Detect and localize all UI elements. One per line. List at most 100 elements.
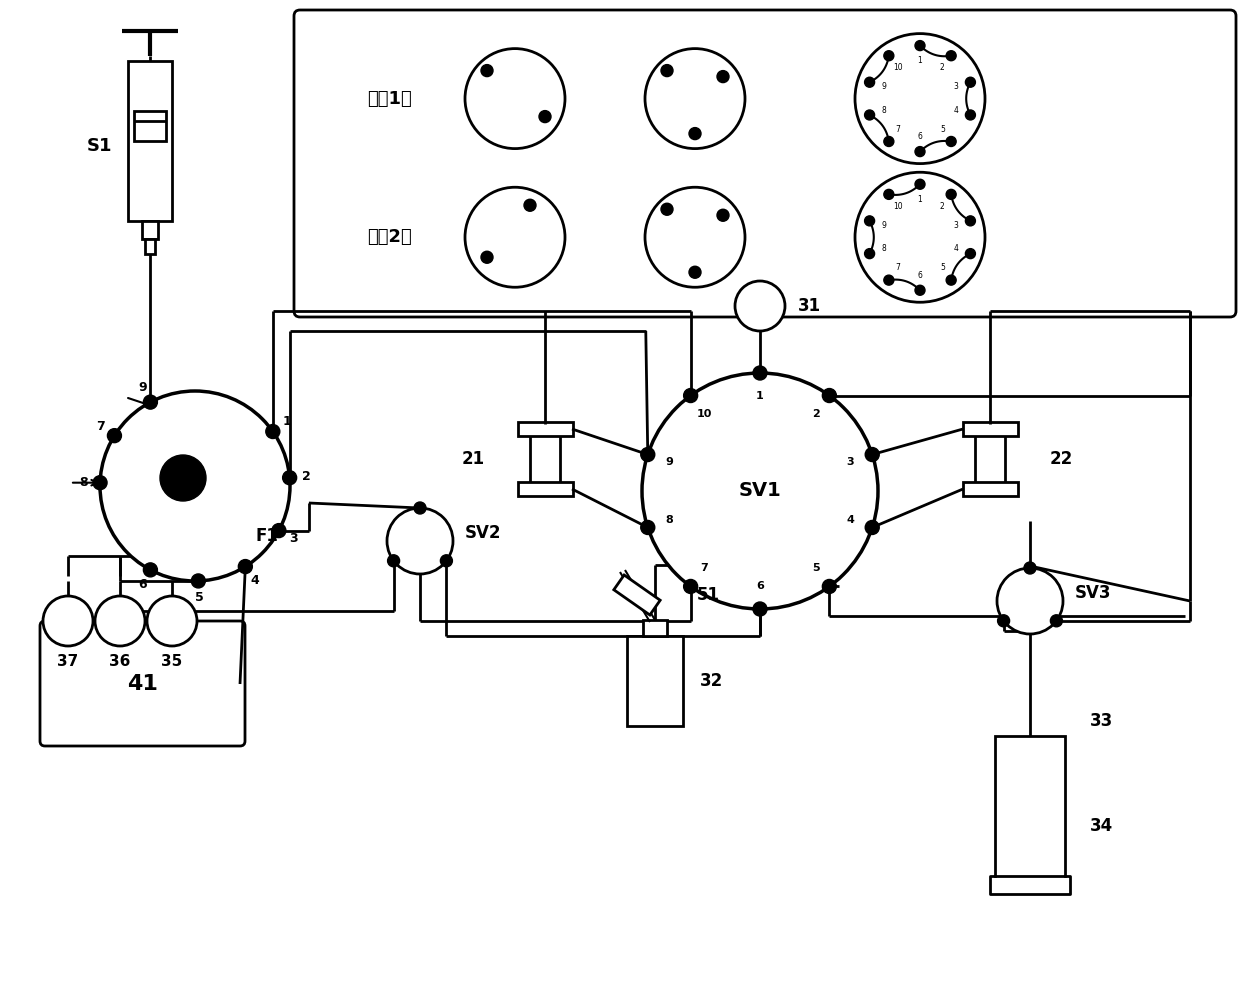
Circle shape [689,267,701,278]
Text: 9: 9 [882,221,887,230]
Text: 1: 1 [918,195,923,204]
Text: 10: 10 [893,202,903,211]
Circle shape [946,189,956,199]
Text: 1: 1 [756,391,764,401]
Circle shape [525,199,536,211]
Circle shape [884,137,894,147]
Circle shape [414,502,427,514]
Circle shape [100,391,290,581]
Text: SV3: SV3 [1075,584,1111,602]
Circle shape [915,179,925,189]
Text: 7: 7 [701,563,708,573]
Circle shape [645,187,745,287]
Text: 51: 51 [697,586,720,604]
Circle shape [108,429,122,443]
Circle shape [884,275,894,285]
Text: 8: 8 [666,515,673,525]
Circle shape [717,70,729,82]
Circle shape [915,147,925,157]
Text: 状态2位: 状态2位 [367,228,413,246]
Circle shape [753,602,768,616]
Text: 2: 2 [812,409,820,419]
Text: 9: 9 [666,457,673,467]
Circle shape [884,189,894,199]
Bar [143,221,157,239]
Circle shape [683,580,698,594]
Text: 8: 8 [882,245,887,254]
Circle shape [661,203,673,215]
Circle shape [966,77,976,87]
Text: 21: 21 [461,450,485,468]
Circle shape [160,455,206,501]
Circle shape [539,111,551,123]
Text: 10: 10 [893,63,903,72]
Circle shape [465,49,565,149]
Text: 7: 7 [895,264,900,273]
Circle shape [966,249,976,259]
Circle shape [998,614,1009,626]
Circle shape [689,128,701,140]
Circle shape [93,476,107,490]
Circle shape [95,596,145,646]
Text: 22: 22 [1050,450,1074,468]
Text: 34: 34 [1090,817,1114,835]
Bar [128,61,172,221]
FancyBboxPatch shape [40,621,246,746]
Text: 3: 3 [954,221,959,230]
Text: 3: 3 [290,532,298,545]
Text: 5: 5 [195,592,203,605]
Text: 37: 37 [57,653,78,669]
Circle shape [645,49,745,149]
Text: 9: 9 [138,381,146,393]
Circle shape [191,574,206,588]
Circle shape [822,388,836,402]
Text: 6: 6 [918,271,923,279]
Text: 35: 35 [161,653,182,669]
Bar [518,422,573,436]
Text: 2: 2 [303,470,311,483]
Text: 7: 7 [95,420,104,433]
Circle shape [864,249,874,259]
Circle shape [1050,614,1063,626]
Circle shape [866,448,879,462]
Text: 4: 4 [954,245,959,254]
Text: 1: 1 [283,415,291,428]
Text: SV1: SV1 [739,482,781,500]
Bar [963,482,1018,496]
Circle shape [144,395,157,409]
Text: SV2: SV2 [465,524,501,542]
Text: 33: 33 [1090,712,1114,730]
Circle shape [272,523,286,537]
Circle shape [148,596,197,646]
Text: 4: 4 [847,515,854,525]
Circle shape [641,448,655,462]
Circle shape [388,555,399,567]
Circle shape [946,275,956,285]
Text: 32: 32 [701,672,723,690]
Circle shape [144,563,157,577]
Text: 3: 3 [847,457,854,467]
Circle shape [440,555,453,567]
Text: F1: F1 [255,527,279,545]
Circle shape [997,568,1063,634]
Text: 4: 4 [954,106,959,115]
Circle shape [856,172,985,302]
Circle shape [717,209,729,221]
Circle shape [864,216,874,226]
Circle shape [856,34,985,164]
Circle shape [641,520,655,534]
Text: 8: 8 [79,476,87,489]
Text: 状态1位: 状态1位 [367,89,413,108]
Circle shape [946,51,956,60]
Text: 5: 5 [812,563,820,573]
Bar [614,575,660,615]
Circle shape [465,187,565,287]
Circle shape [481,64,494,76]
Text: S1: S1 [87,137,112,155]
Text: 3: 3 [954,82,959,91]
Circle shape [683,388,698,402]
Text: 31: 31 [799,297,821,315]
Text: 6: 6 [918,132,923,141]
Circle shape [661,64,673,76]
Circle shape [1024,562,1035,574]
